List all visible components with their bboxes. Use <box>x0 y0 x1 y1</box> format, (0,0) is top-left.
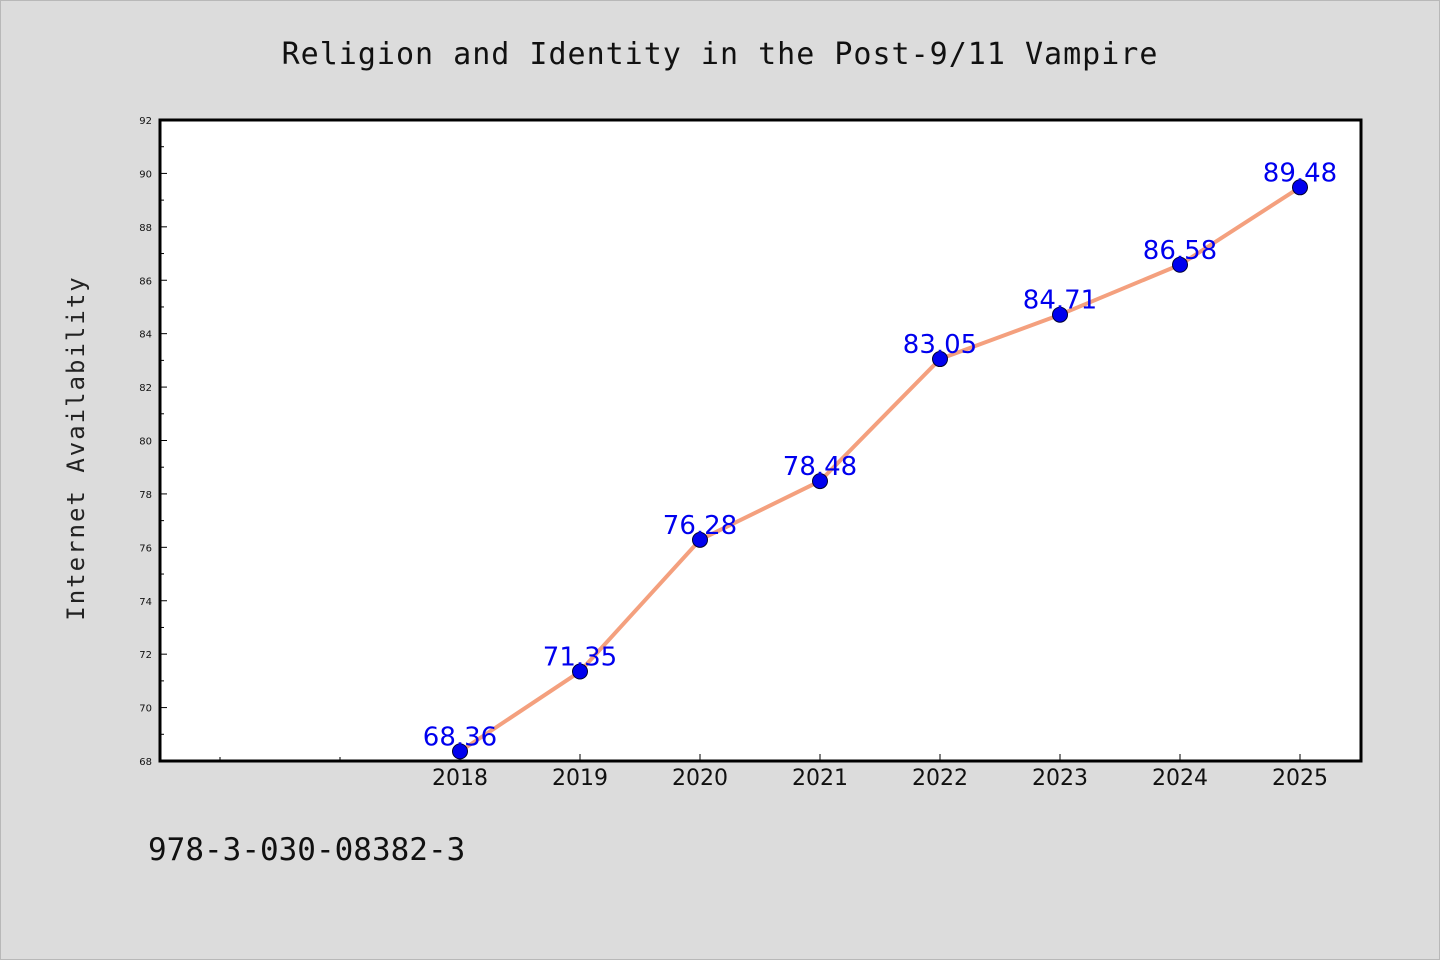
data-label: 76.28 <box>663 511 737 541</box>
x-tick-label: 2024 <box>1152 766 1208 791</box>
x-tick-label: 2018 <box>432 766 488 791</box>
y-tick-label: 86 <box>139 276 152 287</box>
data-point <box>1052 306 1068 323</box>
data-label: 71.35 <box>543 643 617 673</box>
data-point <box>572 663 588 680</box>
y-tick-label: 72 <box>139 650 152 661</box>
data-label: 86.58 <box>1143 236 1217 266</box>
y-tick-label: 88 <box>139 223 152 234</box>
data-label: 68.36 <box>423 722 497 752</box>
y-tick-label: 78 <box>139 490 152 501</box>
x-tick-label: 2020 <box>672 766 728 791</box>
data-labels: 68.36 71.35 76.28 78.48 83.05 84.71 86.58 89.48 <box>423 158 1337 752</box>
y-axis: 68 70 72 74 76 78 80 82 84 86 88 90 92 <box>139 116 167 768</box>
series-line <box>458 185 1302 754</box>
y-tick-label: 68 <box>139 757 152 768</box>
x-tick-label: 2021 <box>792 766 848 791</box>
y-tick-label: 82 <box>139 383 152 394</box>
data-label: 84.71 <box>1023 286 1097 316</box>
y-tick-label: 84 <box>139 330 152 341</box>
data-label: 78.48 <box>783 452 857 482</box>
x-tick-label: 2023 <box>1032 766 1088 791</box>
x-tick-label: 2019 <box>552 766 608 791</box>
plot-area <box>160 120 1361 761</box>
y-tick-label: 92 <box>139 116 152 127</box>
y-tick-label: 76 <box>139 543 152 554</box>
data-point <box>452 743 468 760</box>
x-axis: 2018 2019 2020 2021 2022 2023 2024 2025 <box>432 754 1328 791</box>
data-point <box>1172 256 1188 273</box>
data-label: 83.05 <box>903 330 977 360</box>
data-point <box>1292 179 1308 196</box>
y-axis-label: Internet Availability <box>62 275 90 620</box>
data-markers <box>452 179 1308 760</box>
y-tick-label: 74 <box>139 597 152 608</box>
y-tick-label: 70 <box>139 704 152 715</box>
x-tick-label: 2025 <box>1272 766 1328 791</box>
data-label: 89.48 <box>1263 158 1337 188</box>
data-point <box>812 473 828 490</box>
isbn-text: 978-3-030-08382-3 <box>148 832 466 868</box>
y-tick-label: 80 <box>139 437 152 448</box>
plot-frame <box>158 118 1363 763</box>
chart-title: Religion and Identity in the Post-9/11 V… <box>282 37 1159 72</box>
data-point <box>692 531 708 548</box>
data-point <box>932 351 948 368</box>
x-tick-label: 2022 <box>912 766 968 791</box>
y-tick-label: 90 <box>139 169 152 180</box>
